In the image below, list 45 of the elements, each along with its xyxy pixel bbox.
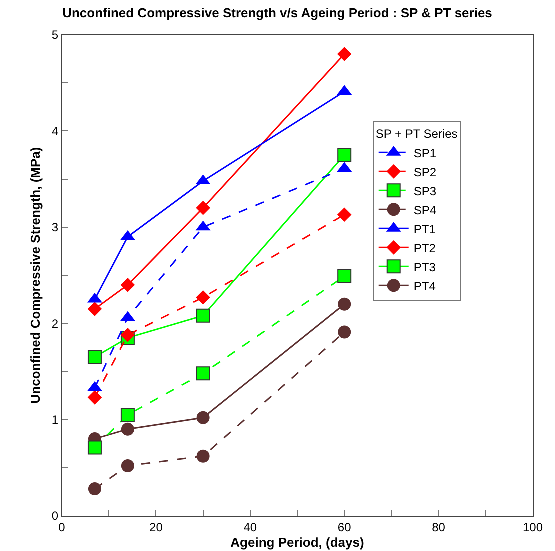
point	[121, 459, 134, 472]
x-tick-label: 100	[522, 520, 544, 534]
legend-label: PT4	[414, 279, 436, 294]
y-tick-label: 2	[52, 316, 59, 331]
point	[196, 201, 210, 216]
point	[196, 366, 210, 381]
chart-title: Unconfined Compressive Strength v/s Ageing Period : SP & PT series	[62, 5, 492, 20]
point	[338, 269, 352, 284]
point	[196, 290, 210, 305]
point	[88, 390, 102, 405]
point	[120, 278, 136, 292]
point	[337, 47, 352, 62]
x-tick-label: 80	[432, 520, 446, 534]
y-axis-title: Unconfined Compressive Strength, (MPa)	[28, 147, 43, 404]
point	[337, 208, 352, 222]
legend-label: PT2	[414, 241, 436, 256]
x-tick-label: 20	[150, 520, 164, 534]
legend-label: SP1	[414, 146, 437, 160]
x-tick-label: 60	[338, 520, 352, 534]
y-tick-label: 3	[52, 220, 59, 235]
legend-title: SP + PT Series	[376, 127, 458, 142]
point	[196, 411, 210, 424]
y-tick-label: 4	[52, 124, 59, 138]
point	[338, 326, 352, 339]
y-tick-label: 5	[52, 28, 59, 42]
point	[120, 408, 135, 422]
point	[120, 328, 136, 342]
x-axis-title: Ageing Period, (days)	[230, 535, 364, 550]
point	[338, 298, 352, 311]
point	[88, 440, 102, 455]
legend-label: SP2	[414, 165, 437, 180]
x-tick-label: 40	[244, 520, 258, 534]
legend-label: PT1	[414, 222, 436, 236]
point	[196, 308, 210, 323]
point	[121, 422, 134, 436]
point	[338, 148, 352, 162]
point	[88, 350, 102, 364]
legend-label: SP4	[414, 203, 437, 218]
y-tick-label: 0	[52, 509, 59, 524]
point	[88, 482, 102, 496]
y-tick-label: 1	[52, 413, 59, 427]
legend-label: PT3	[414, 260, 436, 274]
legend-label: SP3	[414, 184, 437, 198]
point	[88, 302, 102, 316]
point	[196, 450, 210, 463]
